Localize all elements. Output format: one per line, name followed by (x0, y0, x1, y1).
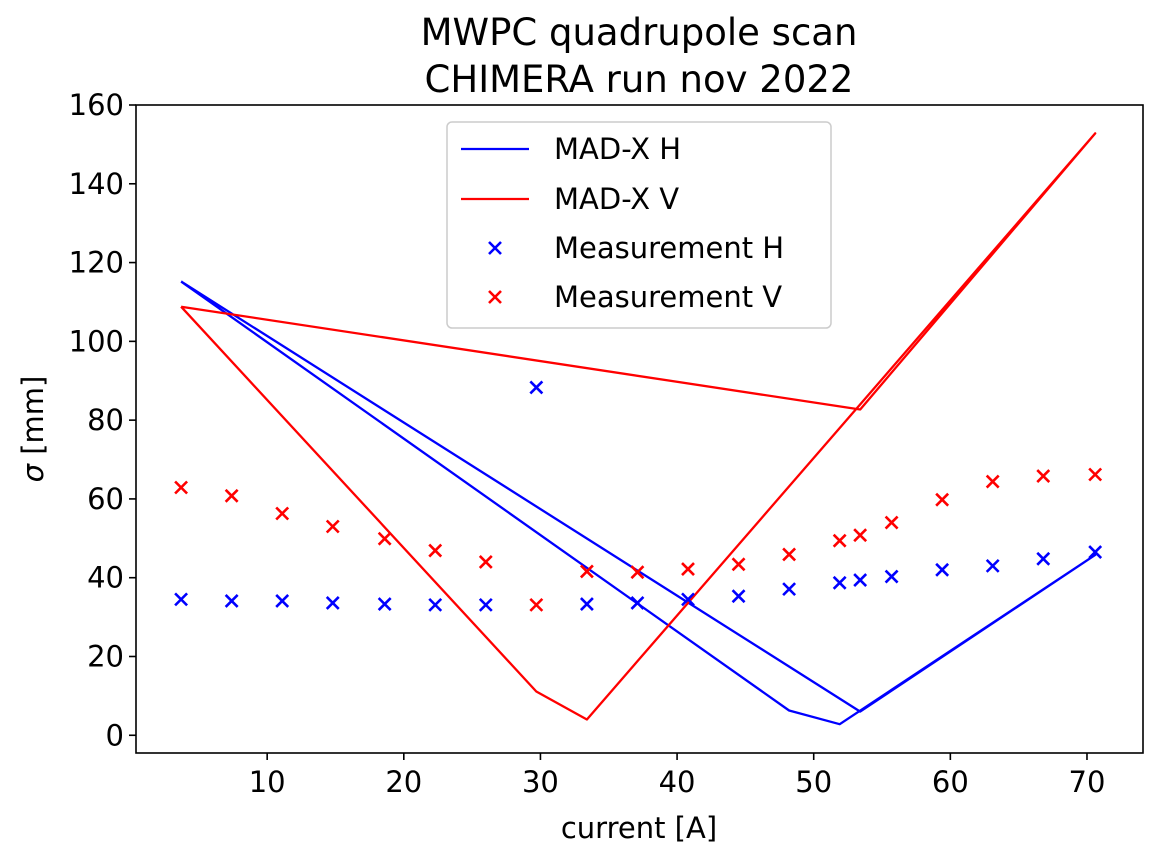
point-measurement-h (174, 592, 189, 607)
point-measurement-h (325, 595, 340, 610)
point-measurement-h (731, 589, 746, 604)
point-measurement-h (529, 380, 544, 395)
point-measurement-v (782, 547, 797, 562)
point-measurement-h (832, 575, 847, 590)
point-measurement-v (1088, 467, 1103, 482)
y-tick-label: 0 (106, 718, 124, 752)
x-tick-label: 70 (1069, 765, 1106, 799)
point-measurement-h (681, 592, 695, 607)
legend-marker-measurement-h (488, 241, 502, 255)
y-tick-label: 120 (69, 246, 124, 280)
point-measurement-h (853, 573, 868, 587)
point-measurement-h (985, 558, 1000, 573)
legend-label-measurement-v: Measurement V (554, 280, 782, 314)
point-measurement-v (681, 562, 695, 576)
legend-label-mad-x-v: MAD-X V (554, 182, 679, 216)
point-measurement-v (428, 543, 443, 558)
x-tick-label: 10 (249, 765, 286, 799)
point-measurement-v (630, 565, 645, 580)
point-measurement-v (529, 597, 544, 612)
y-axis-label: σ [mm] (16, 376, 50, 483)
point-measurement-v (985, 474, 1000, 489)
y-tick-label: 60 (87, 482, 124, 516)
x-axis-label: current [A] (561, 811, 717, 845)
point-measurement-h (478, 597, 493, 612)
y-tick-label: 40 (87, 561, 124, 595)
point-measurement-v (579, 564, 594, 579)
y-tick-label: 80 (87, 403, 124, 437)
point-measurement-v (224, 488, 239, 503)
y-axis-label-unit: [mm] (16, 376, 50, 464)
point-measurement-v (832, 533, 847, 548)
y-axis: 0 20 40 60 80 100 120 140 160 (69, 88, 136, 752)
x-tick-label: 40 (659, 765, 696, 799)
point-measurement-h (428, 597, 443, 612)
series-line-mad-x-v (180, 132, 1097, 721)
point-measurement-h (1036, 551, 1051, 566)
point-measurement-h (377, 597, 392, 612)
point-measurement-v (377, 531, 392, 546)
plot-frame (135, 104, 1144, 754)
point-measurement-h (579, 597, 594, 612)
point-measurement-h (884, 569, 899, 584)
point-measurement-v (275, 506, 290, 521)
point-measurement-h (782, 582, 797, 597)
legend-marker-measurement-v (488, 290, 502, 304)
series-line-mad-x-h (180, 280, 1097, 726)
point-measurement-v (853, 528, 868, 543)
point-measurement-h (1088, 545, 1103, 560)
x-tick-label: 60 (932, 765, 969, 799)
y-tick-label: 20 (87, 639, 124, 673)
y-tick-label: 100 (69, 324, 124, 358)
x-tick-label: 20 (385, 765, 422, 799)
chart-title: MWPC quadrupole scan (421, 11, 858, 54)
point-measurement-h (275, 594, 290, 608)
legend-label-mad-x-h: MAD-X H (554, 132, 681, 166)
y-axis-label-symbol: σ (16, 462, 50, 482)
point-measurement-v (174, 480, 189, 495)
point-measurement-v (325, 519, 340, 534)
point-measurement-h (935, 562, 950, 577)
legend-frame (446, 121, 832, 329)
point-measurement-h (224, 594, 239, 608)
chart-subtitle: CHIMERA run nov 2022 (425, 58, 854, 101)
plot-area (174, 132, 1103, 726)
y-tick-label: 160 (69, 88, 124, 122)
point-measurement-v (1036, 469, 1051, 483)
point-measurement-v (731, 557, 746, 572)
point-measurement-h (630, 595, 645, 610)
x-tick-label: 50 (795, 765, 832, 799)
y-tick-label: 140 (69, 167, 124, 201)
legend: MAD-X H MAD-X V Measurement H Measurement V (446, 121, 832, 329)
x-axis: 10 20 30 40 50 60 70 (249, 753, 1106, 799)
point-measurement-v (935, 492, 950, 507)
point-measurement-v (478, 555, 493, 569)
point-measurement-v (884, 515, 899, 530)
legend-label-measurement-h: Measurement H (554, 231, 784, 265)
x-tick-label: 30 (522, 765, 559, 799)
